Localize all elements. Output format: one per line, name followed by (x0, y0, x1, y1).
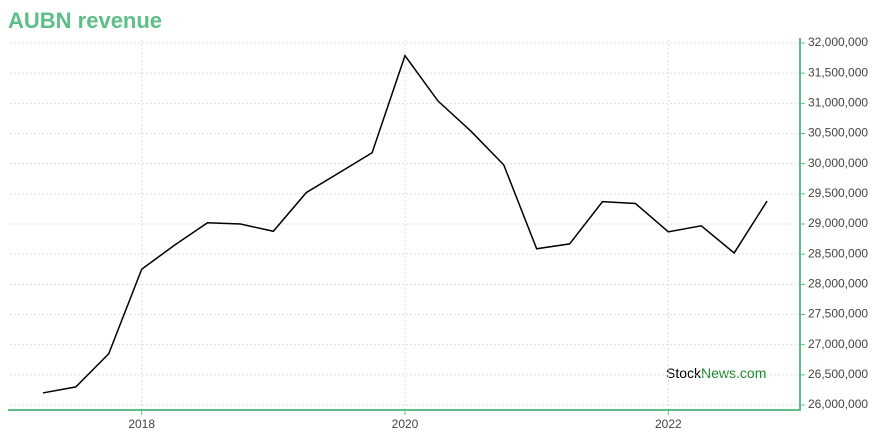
y-tick-label: 30,500,000 (808, 126, 868, 140)
watermark-second: News.com (701, 365, 766, 381)
watermark-first: Stock (666, 365, 702, 381)
y-tick-label: 32,000,000 (808, 35, 868, 49)
watermark: StockNews.com (666, 365, 766, 381)
line (42, 54, 768, 394)
chart-title: AUBN revenue (8, 8, 162, 33)
x-tick-label: 2020 (392, 417, 419, 431)
y-tick-label: 28,000,000 (808, 277, 868, 291)
y-tick-label: 27,500,000 (808, 307, 868, 321)
x-tick-label: 2018 (128, 417, 155, 431)
y-tick-label: 31,500,000 (808, 65, 868, 79)
y-tick-label: 26,500,000 (808, 367, 868, 381)
y-tick-label: 29,500,000 (808, 186, 868, 200)
y-tick-label: 28,500,000 (808, 246, 868, 260)
x-tick-label: 2022 (655, 417, 682, 431)
y-tick-label: 30,000,000 (808, 156, 868, 170)
y-tick-label: 26,000,000 (808, 397, 868, 411)
y-tick-label: 31,000,000 (808, 96, 868, 110)
y-tick-label: 29,000,000 (808, 216, 868, 230)
y-tick-label: 27,000,000 (808, 337, 868, 351)
